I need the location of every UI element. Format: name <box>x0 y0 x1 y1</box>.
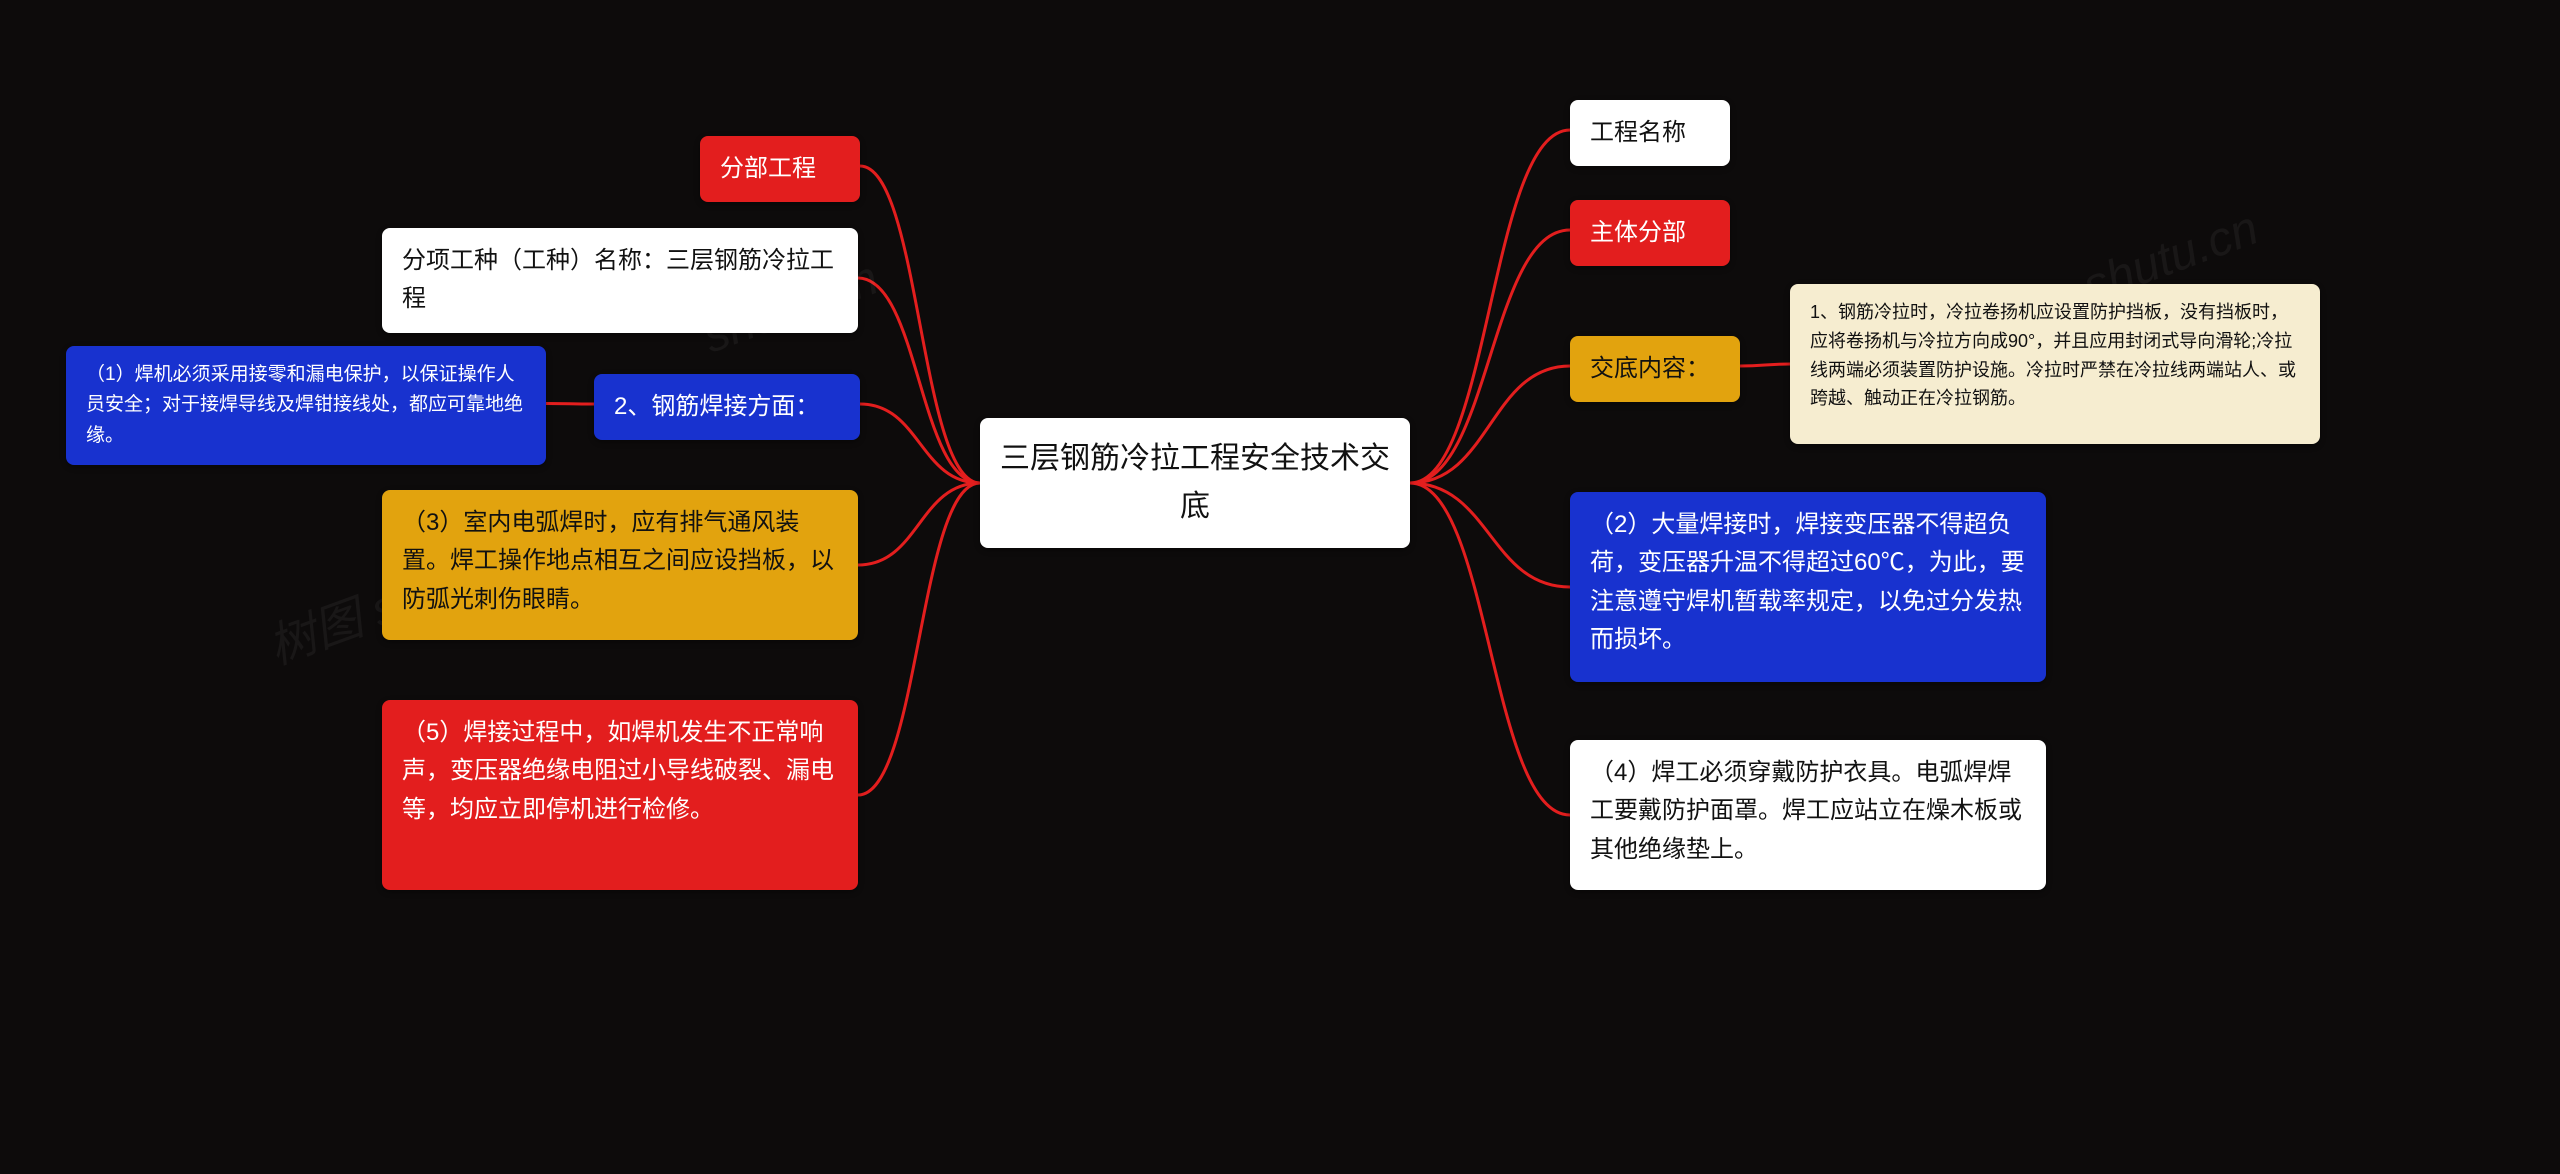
connector <box>1410 130 1570 483</box>
connector <box>1410 366 1570 483</box>
right-node-r3a-label: 1、钢筋冷拉时，冷拉卷扬机应设置防护挡板，没有挡板时，应将卷扬机与冷拉方向成90… <box>1810 302 2296 408</box>
left-node-l2[interactable]: 分项工种（工种）名称：三层钢筋冷拉工程 <box>382 228 858 333</box>
right-node-r3a[interactable]: 1、钢筋冷拉时，冷拉卷扬机应设置防护挡板，没有挡板时，应将卷扬机与冷拉方向成90… <box>1790 284 2320 444</box>
left-node-l1[interactable]: 分部工程 <box>700 136 860 202</box>
right-node-r4[interactable]: （2）大量焊接时，焊接变压器不得超负荷，变压器升温不得超过60℃，为此，要注意遵… <box>1570 492 2046 682</box>
right-node-r5-label: （4）焊工必须穿戴防护衣具。电弧焊焊工要戴防护面罩。焊工应站立在燥木板或其他绝缘… <box>1590 759 2022 863</box>
connector <box>858 483 980 795</box>
right-node-r4-label: （2）大量焊接时，焊接变压器不得超负荷，变压器升温不得超过60℃，为此，要注意遵… <box>1590 511 2025 653</box>
left-node-l4[interactable]: （3）室内电弧焊时，应有排气通风装置。焊工操作地点相互之间应设挡板，以防弧光刺伤… <box>382 490 858 640</box>
left-node-l3[interactable]: 2、钢筋焊接方面： <box>594 374 860 440</box>
connector <box>1410 483 1570 815</box>
right-node-r3[interactable]: 交底内容： <box>1570 336 1740 402</box>
left-node-l5[interactable]: （5）焊接过程中，如焊机发生不正常响声，变压器绝缘电阻过小导线破裂、漏电等，均应… <box>382 700 858 890</box>
left-node-l3a-label: （1）焊机必须采用接零和漏电保护，以保证操作人员安全；对于接焊导线及焊钳接线处，… <box>86 364 523 446</box>
center-node[interactable]: 三层钢筋冷拉工程安全技术交底 <box>980 418 1410 548</box>
center-node-label: 三层钢筋冷拉工程安全技术交底 <box>1000 435 1390 531</box>
connector <box>860 166 980 483</box>
connector <box>1410 230 1570 483</box>
right-node-r2-label: 主体分部 <box>1590 219 1686 246</box>
left-node-l3a[interactable]: （1）焊机必须采用接零和漏电保护，以保证操作人员安全；对于接焊导线及焊钳接线处，… <box>66 346 546 465</box>
left-node-l2-label: 分项工种（工种）名称：三层钢筋冷拉工程 <box>402 247 834 312</box>
connector <box>858 483 980 565</box>
right-node-r1-label: 工程名称 <box>1590 119 1686 146</box>
right-node-r5[interactable]: （4）焊工必须穿戴防护衣具。电弧焊焊工要戴防护面罩。焊工应站立在燥木板或其他绝缘… <box>1570 740 2046 890</box>
right-node-r2[interactable]: 主体分部 <box>1570 200 1730 266</box>
connector <box>860 404 980 483</box>
right-node-r3-label: 交底内容： <box>1590 355 1710 382</box>
left-node-l1-label: 分部工程 <box>720 155 816 182</box>
left-node-l3-label: 2、钢筋焊接方面： <box>614 393 819 420</box>
connector <box>858 278 980 483</box>
connector <box>1740 364 1790 366</box>
left-node-l5-label: （5）焊接过程中，如焊机发生不正常响声，变压器绝缘电阻过小导线破裂、漏电等，均应… <box>402 719 834 823</box>
connector <box>1410 483 1570 587</box>
left-node-l4-label: （3）室内电弧焊时，应有排气通风装置。焊工操作地点相互之间应设挡板，以防弧光刺伤… <box>402 509 834 613</box>
right-node-r1[interactable]: 工程名称 <box>1570 100 1730 166</box>
connector <box>546 404 594 405</box>
